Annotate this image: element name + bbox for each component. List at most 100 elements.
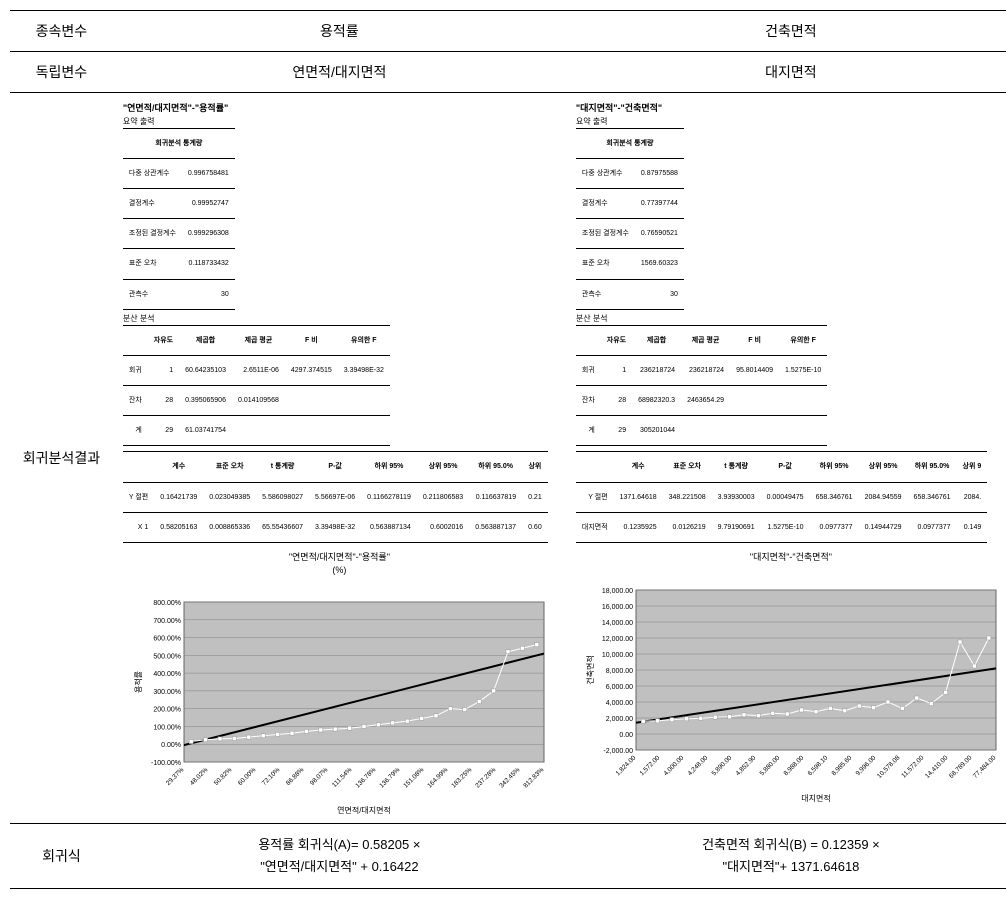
anova-row: 계29305201044 <box>576 416 827 446</box>
xtick-label: 164.99% <box>427 766 450 789</box>
xtick-label: 812.83% <box>523 766 546 789</box>
colB-depvar: 건축면적 <box>566 11 1006 52</box>
xtick-label: 10,578.08 <box>876 754 902 780</box>
y-axis-label: 건축면적 <box>585 655 595 684</box>
ytick-label: 8,000.00 <box>606 668 633 675</box>
regression-summary-table: 종속변수 용적률 건축면적 독립변수 연면적/대지면적 대지면적 회귀분석결과 … <box>10 10 1006 889</box>
y-axis-label: 용적률 <box>133 671 143 693</box>
chart-title: "대지면적"-"건축면적" <box>570 550 1006 563</box>
ytick-label: 0.00 <box>619 732 633 739</box>
xtick-label: 8,985.60 <box>831 754 854 777</box>
xtick-label: 8,988.00 <box>783 754 806 777</box>
xtick-label: 151.08% <box>403 766 426 789</box>
colA-equation: 용적률 회귀식(A)= 0.58205 × "연면적/대지면적" + 0.164… <box>113 823 566 888</box>
coef-row: Y 절편1371.64618348.2215083.939300030.0004… <box>576 482 987 512</box>
stats-title: "대지면적"-"건축면적" <box>576 103 1006 115</box>
xtick-label: 77,484.00 <box>972 754 998 780</box>
summary-row: 조정된 결정계수0.999296308 <box>123 219 235 249</box>
eqB-line2: "대지면적"+ 1371.64618 <box>722 859 859 874</box>
ytick-label: -100.00% <box>151 760 181 767</box>
stats-block: "대지면적"-"건축면적" 요약 출력회귀분석 통계량다중 상관계수0.87975… <box>570 99 1006 546</box>
ytick-label: 10,000.00 <box>602 652 633 659</box>
colB-equation: 건축면적 회귀식(B) = 0.12359 × "대지면적"+ 1371.646… <box>566 823 1006 888</box>
anova-row: 계2961.03741754 <box>123 416 390 446</box>
row-label-regresult: 회귀분석결과 <box>10 93 113 824</box>
row-label-regeq: 회귀식 <box>10 823 113 888</box>
ytick-label: 14,000.00 <box>602 620 633 627</box>
anova-label: 분산 분석 <box>123 314 556 324</box>
stats-title: "연면적/대지면적"-"용적률" <box>123 103 556 115</box>
xtick-label: 98.07% <box>309 766 330 787</box>
coef-row: X 10.582051630.00886533665.554366073.394… <box>123 512 548 542</box>
anova-row: 회귀160.642351032.6511E-064297.3745153.394… <box>123 356 390 386</box>
ytick-label: 2,000.00 <box>606 716 633 723</box>
xtick-label: 14,410.00 <box>924 754 950 780</box>
ytick-label: 700.00% <box>154 617 182 624</box>
colA-analysis: "연면적/대지면적"-"용적률" 요약 출력회귀분석 통계량다중 상관계수0.99… <box>113 93 566 824</box>
ytick-label: 6,000.00 <box>606 684 633 691</box>
xtick-label: 68,789.00 <box>948 754 974 780</box>
summary-row: 다중 상관계수0.87975588 <box>576 159 684 189</box>
eqA-line1: 용적률 회귀식(A)= 0.58205 × <box>258 837 420 852</box>
ytick-label: 12,000.00 <box>602 636 633 643</box>
summary-row: 결정계수0.77397744 <box>576 189 684 219</box>
chart-title: "연면적/대지면적"-"용적률" <box>117 550 562 563</box>
xtick-label: 48.02% <box>189 766 210 787</box>
xtick-label: 1,572.00 <box>639 754 662 777</box>
eqA-line2: "연면적/대지면적" + 0.16422 <box>260 859 418 874</box>
chart-svg: -100.00% 0.00% 100.00% 200.00% 300.00% 400.00… <box>129 577 549 817</box>
xtick-label: 9,996.00 <box>855 754 878 777</box>
xtick-label: 4,248.00 <box>687 754 710 777</box>
summary-table: 회귀분석 통계량다중 상관계수0.996758481결정계수0.99952747… <box>123 128 235 310</box>
anova-row: 회귀123621872423621872495.80144091.5275E-1… <box>576 356 827 386</box>
ytick-label: 100.00% <box>154 724 182 731</box>
coef-table: 계수표준 오차t 통계량P-값하위 95%상위 95%하위 95.0%상위Y 절… <box>123 451 548 542</box>
summary-row: 표준 오차1569.60323 <box>576 249 684 279</box>
stats-block: "연면적/대지면적"-"용적률" 요약 출력회귀분석 통계량다중 상관계수0.99… <box>117 99 562 546</box>
xtick-label: 72.10% <box>261 766 282 787</box>
anova-table: 자유도제곱합제곱 평균F 비유의한 F회귀160.642351032.6511E… <box>123 325 390 446</box>
row-label-depvar: 종속변수 <box>10 11 113 52</box>
summary-row: 표준 오차0.118733432 <box>123 249 235 279</box>
anova-row: 잔차280.3950659060.014109568 <box>123 386 390 416</box>
summary-label: 요약 출력 <box>576 117 1006 127</box>
xtick-label: 342.45% <box>499 766 522 789</box>
summary-row: 관측수30 <box>123 279 235 309</box>
chart-svg: -2,000.00 0.00 2,000.00 4,000.00 6,000.00 8,0… <box>581 565 1001 805</box>
xtick-label: 60.00% <box>237 766 258 787</box>
xtick-label: 237.28% <box>475 766 498 789</box>
coef-row: Y 절편0.164217390.0230493855.5860980275.56… <box>123 482 548 512</box>
ytick-label: 18,000.00 <box>602 588 633 595</box>
anova-row: 잔차2868982320.32463654.29 <box>576 386 827 416</box>
ytick-label: 200.00% <box>154 706 182 713</box>
summary-label: 요약 출력 <box>123 117 556 127</box>
anova-table: 자유도제곱합제곱 평균F 비유의한 F회귀1236218724236218724… <box>576 325 827 446</box>
x-axis-label: 연면적/대지면적 <box>338 805 392 815</box>
chart-subtitle: (%) <box>117 565 562 575</box>
xtick-label: 5,880.00 <box>759 754 782 777</box>
xtick-label: 183.25% <box>451 766 474 789</box>
xtick-label: 136.78% <box>355 766 378 789</box>
xtick-label: 136.79% <box>379 766 402 789</box>
xtick-label: 1,824.00 <box>615 754 638 777</box>
chart-wrap: "대지면적"-"건축면적" -2,000.00 0.00 2,000.00 4,000.… <box>570 550 1006 805</box>
ytick-label: 4,000.00 <box>606 700 633 707</box>
summary-table: 회귀분석 통계량다중 상관계수0.87975588결정계수0.77397744조… <box>576 128 684 310</box>
ytick-label: 400.00% <box>154 671 182 678</box>
summary-row: 다중 상관계수0.996758481 <box>123 159 235 189</box>
xtick-label: 4,852.90 <box>735 754 758 777</box>
ytick-label: -2,000.00 <box>603 748 633 755</box>
ytick-label: 300.00% <box>154 689 182 696</box>
xtick-label: 6,598.10 <box>807 754 830 777</box>
ytick-label: 0.00% <box>162 742 182 749</box>
xtick-label: 4,000.00 <box>663 754 686 777</box>
chart-wrap: "연면적/대지면적"-"용적률" (%) -100.00% 0.00% 100.00% 2… <box>117 550 562 817</box>
xtick-label: 86.88% <box>285 766 306 787</box>
xtick-label: 111.54% <box>331 766 354 789</box>
ytick-label: 500.00% <box>154 653 182 660</box>
xtick-label: 11,572.00 <box>900 754 925 779</box>
ytick-label: 600.00% <box>154 635 182 642</box>
colA-depvar: 용적률 <box>113 11 566 52</box>
summary-row: 결정계수0.99952747 <box>123 189 235 219</box>
anova-label: 분산 분석 <box>576 314 1006 324</box>
